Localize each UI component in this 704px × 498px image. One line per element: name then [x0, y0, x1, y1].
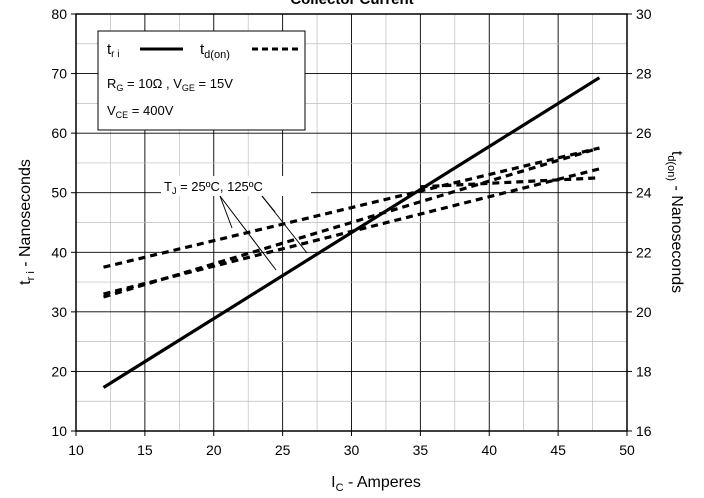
- x-tick-label: 40: [481, 442, 497, 458]
- x-tick-label: 25: [275, 442, 291, 458]
- series-line-tdon: [420, 176, 600, 189]
- y-right-tick-label: 22: [636, 244, 652, 260]
- y-right-tick-label: 24: [636, 185, 652, 201]
- x-tick-label: 45: [550, 442, 566, 458]
- series-line-tdon: [103, 146, 600, 269]
- chart-title: Collector Current: [290, 0, 413, 8]
- y-left-tick-label: 50: [51, 185, 67, 201]
- series-line-tdon: [103, 167, 600, 296]
- legend-label-tdon: td(on): [200, 41, 230, 61]
- legend-conditions-2: VCE = 400V: [107, 103, 174, 120]
- y-right-tick-label: 30: [636, 6, 652, 22]
- annotation-text: TJ = 25ºC, 125ºC: [164, 179, 263, 196]
- y-right-tick-label: 16: [636, 423, 652, 439]
- x-axis-label: IC - Amperes: [331, 474, 421, 494]
- y-left-tick-label: 10: [51, 423, 67, 439]
- x-tick-label: 20: [206, 442, 222, 458]
- axis-ticks: 10 15 20 25 30 35 40 45 50 10 20 30 40 50 60 70 80 16 18 20…: [51, 6, 651, 458]
- legend-label-tri: tr i: [107, 41, 120, 60]
- y-left-tick-label: 70: [51, 66, 67, 82]
- x-tick-label: 30: [344, 442, 360, 458]
- y-left-tick-label: 60: [51, 125, 67, 141]
- y-right-tick-label: 26: [636, 125, 652, 141]
- y-left-tick-label: 40: [51, 244, 67, 260]
- annotation: TJ = 25ºC, 125ºC: [161, 176, 311, 271]
- x-tick-label: 35: [413, 442, 429, 458]
- y-left-tick-label: 20: [51, 363, 67, 379]
- annotation-pointer: [219, 195, 277, 271]
- y-right-tick-label: 18: [636, 363, 652, 379]
- legend-conditions-1: RG = 10Ω , VGE = 15V: [107, 76, 233, 93]
- x-tick-label: 10: [68, 442, 84, 458]
- y-right-tick-label: 20: [636, 304, 652, 320]
- x-tick-label: 50: [619, 442, 635, 458]
- y-axis-right-label: td(on) - Nanoseconds: [665, 151, 685, 293]
- y-right-tick-label: 28: [636, 66, 652, 82]
- y-axis-left-label: tr i - Nanoseconds: [17, 159, 37, 285]
- x-tick-label: 15: [137, 442, 153, 458]
- legend: tr i td(on) RG = 10Ω , VGE = 15V VCE = 4…: [97, 30, 306, 131]
- annotation-box: [161, 176, 311, 196]
- y-left-tick-label: 30: [51, 304, 67, 320]
- annotation-pointer: [219, 195, 233, 229]
- y-left-tick-label: 80: [51, 6, 67, 22]
- annotation-pointer: [261, 195, 308, 254]
- legend-box: [97, 30, 306, 131]
- series-group: [102, 76, 601, 389]
